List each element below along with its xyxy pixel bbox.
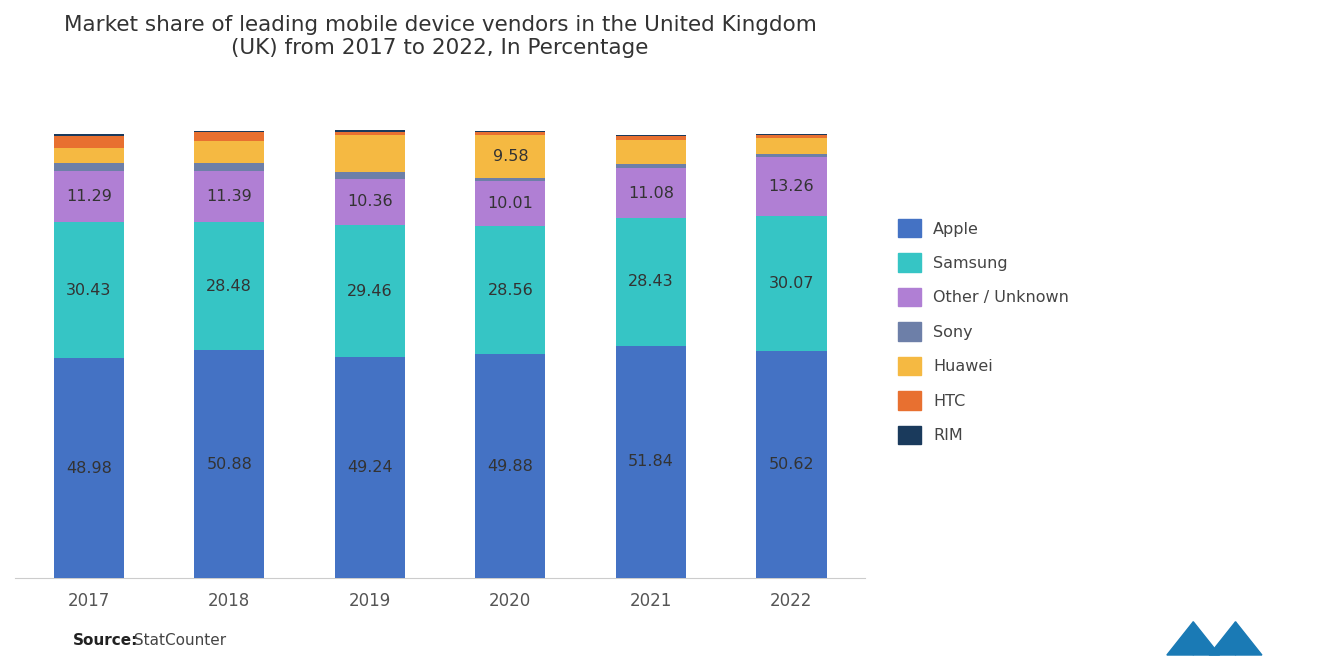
Bar [194, 350, 264, 578]
Bar [615, 218, 686, 346]
Text: 48.98: 48.98 [66, 461, 112, 476]
Bar [194, 222, 264, 350]
Bar [615, 164, 686, 168]
Bar [475, 132, 545, 135]
Bar [756, 157, 826, 216]
Bar [335, 135, 405, 172]
Polygon shape [1167, 622, 1193, 655]
Text: 11.08: 11.08 [628, 186, 675, 201]
Text: 11.29: 11.29 [66, 189, 112, 204]
Text: 28.43: 28.43 [628, 275, 673, 289]
Text: 28.48: 28.48 [206, 279, 252, 293]
Bar [475, 354, 545, 578]
Text: 30.07: 30.07 [768, 276, 814, 291]
Bar [756, 138, 826, 154]
Text: 10.01: 10.01 [487, 196, 533, 211]
Text: 28.56: 28.56 [487, 283, 533, 298]
Bar [194, 132, 264, 141]
Text: 49.88: 49.88 [487, 459, 533, 474]
Bar [335, 225, 405, 357]
Bar [54, 136, 124, 148]
Text: 51.84: 51.84 [628, 454, 673, 469]
Legend: Apple, Samsung, Other / Unknown, Sony, Huawei, HTC, RIM: Apple, Samsung, Other / Unknown, Sony, H… [890, 211, 1077, 452]
Bar [194, 162, 264, 171]
Bar [475, 135, 545, 178]
Bar [194, 130, 264, 132]
Bar [615, 168, 686, 218]
Polygon shape [1209, 622, 1236, 655]
Bar [335, 132, 405, 135]
Bar [335, 179, 405, 225]
Bar [54, 172, 124, 222]
Text: 50.88: 50.88 [206, 457, 252, 471]
Text: 10.36: 10.36 [347, 194, 392, 209]
Bar [54, 222, 124, 358]
Text: 13.26: 13.26 [768, 179, 814, 194]
Bar [756, 135, 826, 138]
Bar [54, 358, 124, 578]
Polygon shape [1236, 622, 1262, 655]
Bar [475, 178, 545, 182]
Bar [756, 351, 826, 578]
Bar [194, 141, 264, 162]
Bar [615, 136, 686, 140]
Text: Source:: Source: [73, 633, 139, 648]
Bar [335, 357, 405, 578]
Bar [615, 346, 686, 578]
Bar [54, 134, 124, 136]
Bar [756, 134, 826, 135]
Bar [756, 154, 826, 157]
Bar [756, 216, 826, 351]
Bar [475, 226, 545, 354]
Bar [54, 148, 124, 164]
Bar [615, 140, 686, 164]
Bar [335, 172, 405, 179]
Text: 9.58: 9.58 [492, 149, 528, 164]
Text: 50.62: 50.62 [768, 457, 814, 472]
Text: 29.46: 29.46 [347, 284, 392, 299]
Bar [615, 135, 686, 136]
Polygon shape [1193, 622, 1220, 655]
Bar [475, 131, 545, 132]
Text: StatCounter: StatCounter [129, 633, 227, 648]
Bar [475, 182, 545, 226]
Bar [194, 171, 264, 222]
Text: 11.39: 11.39 [206, 189, 252, 204]
Bar [335, 130, 405, 132]
Title: Market share of leading mobile device vendors in the United Kingdom
(UK) from 20: Market share of leading mobile device ve… [63, 15, 817, 59]
Text: 49.24: 49.24 [347, 460, 392, 475]
Text: 30.43: 30.43 [66, 283, 111, 298]
Bar [54, 164, 124, 172]
